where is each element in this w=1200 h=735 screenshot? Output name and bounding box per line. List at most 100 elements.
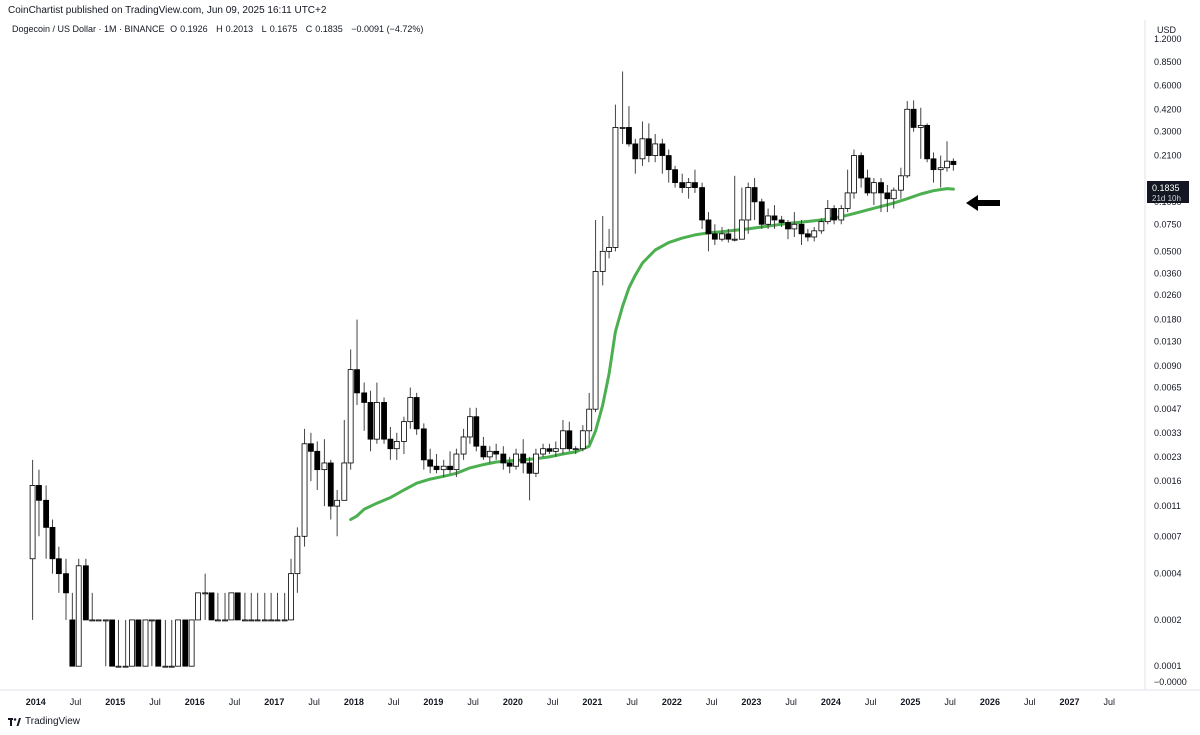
time-tick-label: 2018 (344, 697, 364, 707)
candle-body-down (884, 192, 891, 200)
candle-body-down (692, 182, 698, 188)
candle (878, 178, 884, 213)
candle-body-down (43, 499, 50, 528)
price-tick-label: 0.0065 (1154, 383, 1182, 393)
candle-body-up (745, 187, 752, 221)
candle (884, 185, 891, 213)
candle-body-up (168, 665, 175, 668)
candle-body-down (367, 402, 374, 440)
candle-body-up (944, 160, 950, 169)
left-arrow-annotation (966, 195, 1000, 211)
candle (148, 619, 155, 667)
candle (69, 592, 76, 667)
candle (36, 469, 42, 537)
candle (937, 155, 944, 188)
candle (692, 169, 698, 193)
candle-body-down (387, 438, 394, 450)
candle (897, 167, 904, 199)
time-tick-label: 2024 (821, 697, 841, 707)
legend-close-label: C (305, 24, 313, 34)
candle (804, 228, 811, 242)
candle-body-up (274, 619, 281, 622)
price-tick-label: 1.2000 (1154, 34, 1182, 44)
candle (526, 456, 533, 501)
footer-brand-text: TradingView (25, 716, 81, 727)
candle-body-up (129, 619, 135, 667)
candle-body-up (261, 619, 268, 622)
candle (334, 490, 341, 537)
candle-body-down (778, 219, 785, 223)
candle-body-down (864, 177, 871, 194)
candle (818, 218, 825, 234)
candle-body-up (460, 436, 467, 455)
candle (725, 228, 732, 243)
candle-body-up (347, 369, 354, 464)
candle-body-down (665, 155, 672, 171)
candle (719, 227, 725, 242)
candle (314, 441, 321, 491)
candle-body-up (115, 665, 122, 668)
time-tick-label: Jul (70, 697, 82, 707)
candle-body-up (373, 402, 380, 440)
candle-body-up (268, 619, 275, 622)
candle (63, 558, 69, 620)
candle-body-down (420, 428, 427, 461)
candle-body-down (751, 187, 758, 203)
candle (950, 158, 957, 171)
candle (626, 106, 632, 147)
candle-body-up (592, 271, 599, 410)
candle (831, 205, 838, 225)
price-tick-label: 0.0033 (1154, 428, 1182, 438)
candle (864, 169, 871, 196)
candle-body-down (413, 397, 420, 430)
candle (493, 443, 500, 460)
candle-body-up (586, 408, 593, 432)
candle-body-up (75, 565, 82, 667)
time-tick-label: 2017 (264, 697, 284, 707)
candle (447, 451, 453, 474)
legend-high-value: 0.2013 (225, 24, 254, 34)
candle (731, 175, 738, 242)
candle (294, 527, 301, 593)
price-badge-countdown: 21d 10h (1152, 194, 1181, 203)
candle (705, 212, 712, 252)
price-tick-label: 0.0130 (1154, 336, 1182, 346)
candle (540, 443, 546, 457)
candle (904, 101, 911, 179)
candle (467, 407, 473, 444)
price-axis-ticks: 1.20000.85000.60000.42000.30000.21000.10… (1154, 34, 1187, 687)
candle-body-down (831, 208, 838, 221)
candle-body-up (89, 619, 96, 622)
price-tick-label: 0.0002 (1154, 615, 1182, 625)
price-tick-label: 0.0023 (1154, 452, 1182, 462)
candle-body-down (785, 222, 791, 230)
time-tick-label: Jul (1024, 697, 1036, 707)
candle (579, 425, 586, 452)
candle (202, 573, 209, 620)
candle (811, 227, 818, 242)
candle-body-up (870, 182, 877, 194)
candles-group (29, 71, 957, 668)
candle-body-up (572, 448, 579, 451)
candle (115, 619, 122, 668)
time-tick-label: 2016 (185, 697, 205, 707)
candle (533, 448, 539, 478)
legend-close-value: 0.1835 (315, 24, 343, 34)
candle-body-down (63, 573, 69, 594)
chart-legend: Dogecoin / US Dollar · 1M · BINANCE O 0.1… (12, 24, 426, 34)
candle-body-up (791, 223, 798, 230)
candle (560, 419, 566, 455)
candle-body-up (917, 124, 924, 128)
candle-body-up (540, 448, 546, 455)
candle (373, 382, 380, 444)
candle (367, 390, 374, 452)
candle-body-down (500, 453, 507, 464)
candle-body-up (281, 619, 288, 622)
candle-body-down (858, 155, 865, 179)
candle-body-up (838, 208, 845, 221)
price-badge-value: 0.1835 (1152, 183, 1180, 193)
candle (89, 592, 96, 622)
moving-average-group (349, 187, 955, 521)
time-tick-label: Jul (706, 697, 718, 707)
